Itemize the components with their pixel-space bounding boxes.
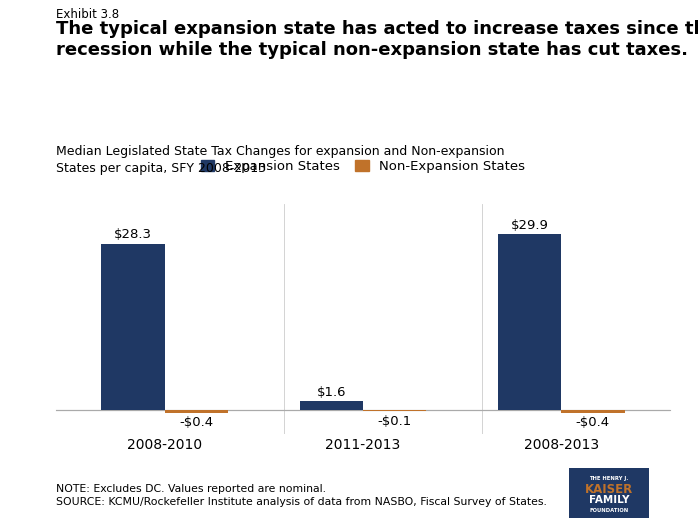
- Legend: Expansion States, Non-Expansion States: Expansion States, Non-Expansion States: [201, 160, 525, 173]
- Text: FAMILY: FAMILY: [588, 495, 630, 505]
- Text: NOTE: Excludes DC. Values reported are nominal.
SOURCE: KCMU/Rockefeller Institu: NOTE: Excludes DC. Values reported are n…: [56, 484, 547, 507]
- Bar: [299, 401, 363, 411]
- Text: THE HENRY J.: THE HENRY J.: [589, 475, 629, 481]
- Text: -$0.1: -$0.1: [378, 415, 412, 428]
- Bar: [498, 234, 561, 411]
- Text: Median Legislated State Tax Changes for expansion and Non-expansion
States per c: Median Legislated State Tax Changes for …: [56, 145, 505, 175]
- Text: $29.9: $29.9: [510, 219, 549, 232]
- Bar: [101, 244, 165, 411]
- Text: The typical expansion state has acted to increase taxes since the
recession whil: The typical expansion state has acted to…: [56, 20, 698, 60]
- Bar: [165, 411, 228, 413]
- Text: -$0.4: -$0.4: [576, 416, 610, 429]
- Text: $1.6: $1.6: [316, 385, 346, 399]
- Text: $28.3: $28.3: [114, 228, 152, 241]
- Text: FOUNDATION: FOUNDATION: [589, 508, 629, 513]
- Text: KAISER: KAISER: [585, 483, 633, 496]
- Text: -$0.4: -$0.4: [179, 416, 214, 429]
- Text: Exhibit 3.8: Exhibit 3.8: [56, 8, 119, 21]
- Bar: [561, 411, 625, 413]
